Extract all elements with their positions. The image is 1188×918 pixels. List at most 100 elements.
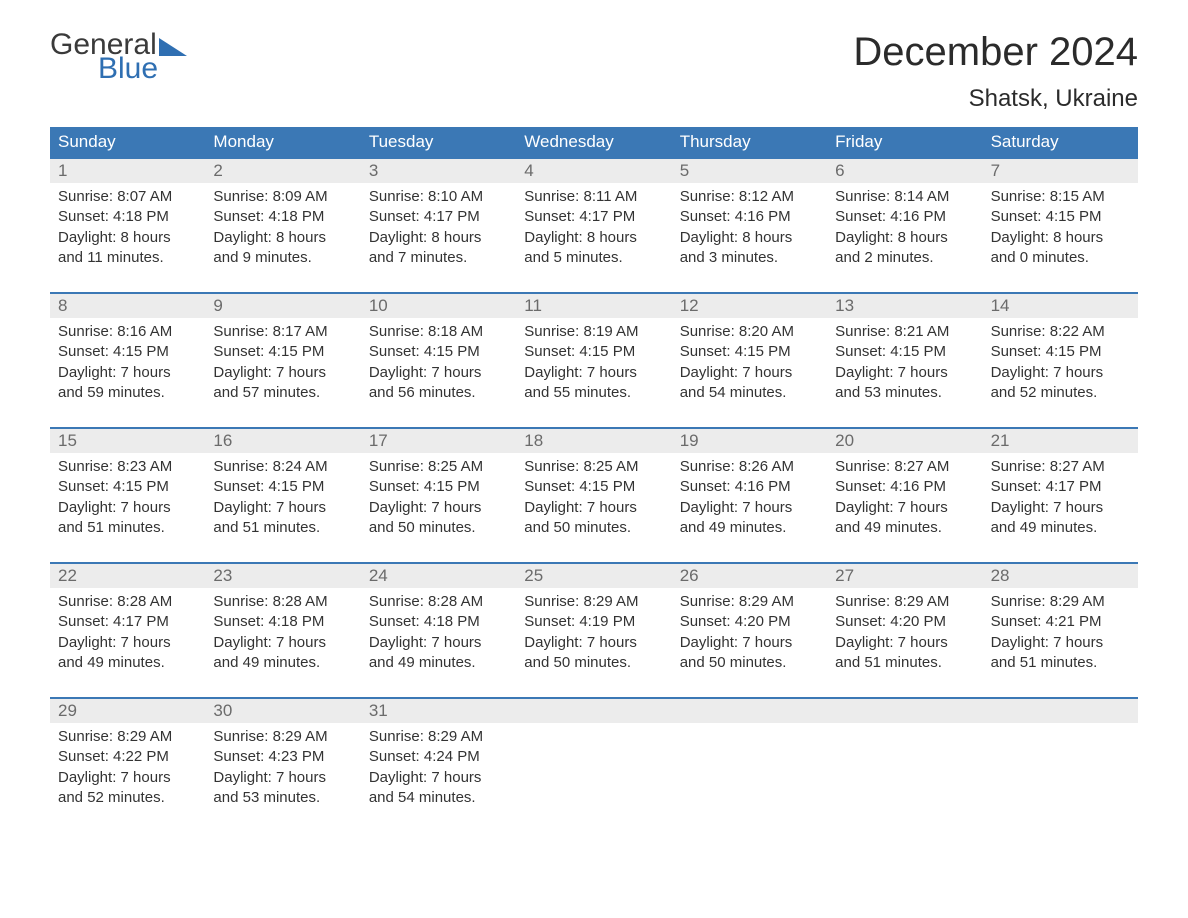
sunrise-label: Sunrise: (991, 458, 1046, 475)
sunrise-line: Sunrise: 8:28 AM (58, 592, 197, 612)
sunset-label: Sunset: (524, 343, 575, 360)
sunset-line: Sunset: 4:18 PM (58, 207, 197, 227)
daylight-line-2: and 49 minutes. (835, 518, 974, 538)
daylight-label: Daylight: (680, 364, 738, 381)
day-cell: Sunrise: 8:22 AMSunset: 4:15 PMDaylight:… (983, 318, 1138, 409)
sunrise-line: Sunrise: 8:12 AM (680, 187, 819, 207)
daylight-label: Daylight: (369, 364, 427, 381)
daylight-label: Daylight: (369, 499, 427, 516)
daylight-label: Daylight: (991, 499, 1049, 516)
sunrise-line: Sunrise: 8:11 AM (524, 187, 663, 207)
sunrise-line: Sunrise: 8:18 AM (369, 322, 508, 342)
sunrise-label: Sunrise: (835, 188, 890, 205)
weekday-header: Tuesday (361, 127, 516, 157)
title-block: December 2024 Shatsk, Ukraine (853, 30, 1138, 113)
sunrise-line: Sunrise: 8:21 AM (835, 322, 974, 342)
daylight-label: Daylight: (524, 229, 582, 246)
sunrise-label: Sunrise: (213, 458, 268, 475)
day-cell: Sunrise: 8:29 AMSunset: 4:21 PMDaylight:… (983, 588, 1138, 679)
sunrise-value: 8:12 AM (739, 188, 794, 205)
sunset-label: Sunset: (835, 613, 886, 630)
sunset-value: 4:16 PM (735, 478, 791, 495)
sunset-line: Sunset: 4:17 PM (991, 477, 1130, 497)
daylight-label: Daylight: (991, 634, 1049, 651)
sunrise-label: Sunrise: (58, 593, 113, 610)
sunrise-label: Sunrise: (835, 458, 890, 475)
daylight-label: Daylight: (58, 769, 116, 786)
daylight-label: Daylight: (213, 499, 271, 516)
day-number: 27 (827, 564, 982, 588)
daylight-label: Daylight: (213, 634, 271, 651)
sunrise-label: Sunrise: (991, 593, 1046, 610)
sunset-line: Sunset: 4:15 PM (524, 342, 663, 362)
sunset-value: 4:15 PM (424, 478, 480, 495)
sunrise-line: Sunrise: 8:22 AM (991, 322, 1130, 342)
calendar-week: 1234567Sunrise: 8:07 AMSunset: 4:18 PMDa… (50, 157, 1138, 274)
daylight-line-2: and 51 minutes. (58, 518, 197, 538)
daylight-line-2: and 0 minutes. (991, 248, 1130, 268)
day-number-row: 891011121314 (50, 294, 1138, 318)
sunrise-value: 8:25 AM (583, 458, 638, 475)
day-cell: Sunrise: 8:18 AMSunset: 4:15 PMDaylight:… (361, 318, 516, 409)
sunrise-line: Sunrise: 8:29 AM (58, 727, 197, 747)
daylight-hours: 7 hours (587, 364, 637, 381)
day-number: 15 (50, 429, 205, 453)
daylight-hours: 7 hours (431, 499, 481, 516)
day-number: 9 (205, 294, 360, 318)
sunset-label: Sunset: (835, 208, 886, 225)
day-cell: Sunrise: 8:15 AMSunset: 4:15 PMDaylight:… (983, 183, 1138, 274)
daylight-hours: 7 hours (1053, 499, 1103, 516)
daylight-line-1: Daylight: 8 hours (524, 228, 663, 248)
day-cell: Sunrise: 8:16 AMSunset: 4:15 PMDaylight:… (50, 318, 205, 409)
sunrise-label: Sunrise: (369, 728, 424, 745)
sunrise-value: 8:29 AM (739, 593, 794, 610)
daylight-line-2: and 51 minutes. (835, 653, 974, 673)
sunrise-value: 8:23 AM (117, 458, 172, 475)
sunset-label: Sunset: (835, 478, 886, 495)
sunrise-value: 8:24 AM (273, 458, 328, 475)
daylight-line-1: Daylight: 8 hours (213, 228, 352, 248)
day-cell: Sunrise: 8:29 AMSunset: 4:19 PMDaylight:… (516, 588, 671, 679)
sunset-label: Sunset: (213, 748, 264, 765)
day-number-row: 15161718192021 (50, 429, 1138, 453)
daylight-label: Daylight: (835, 229, 893, 246)
daylight-label: Daylight: (213, 229, 271, 246)
daylight-line-1: Daylight: 7 hours (835, 498, 974, 518)
sunrise-value: 8:19 AM (583, 323, 638, 340)
daylight-line-1: Daylight: 7 hours (369, 498, 508, 518)
sunset-label: Sunset: (58, 478, 109, 495)
sunrise-line: Sunrise: 8:29 AM (991, 592, 1130, 612)
sunrise-label: Sunrise: (213, 728, 268, 745)
sunrise-line: Sunrise: 8:28 AM (369, 592, 508, 612)
sunrise-value: 8:09 AM (273, 188, 328, 205)
day-cell: Sunrise: 8:29 AMSunset: 4:24 PMDaylight:… (361, 723, 516, 814)
daylight-line-2: and 53 minutes. (213, 788, 352, 808)
daylight-hours: 7 hours (276, 634, 326, 651)
day-cell: Sunrise: 8:19 AMSunset: 4:15 PMDaylight:… (516, 318, 671, 409)
sunrise-value: 8:26 AM (739, 458, 794, 475)
daylight-line-1: Daylight: 7 hours (991, 363, 1130, 383)
sunrise-label: Sunrise: (524, 593, 579, 610)
daylight-line-1: Daylight: 8 hours (58, 228, 197, 248)
day-number-row: 22232425262728 (50, 564, 1138, 588)
sunrise-label: Sunrise: (213, 323, 268, 340)
sunrise-line: Sunrise: 8:07 AM (58, 187, 197, 207)
day-cell: Sunrise: 8:20 AMSunset: 4:15 PMDaylight:… (672, 318, 827, 409)
daylight-hours: 7 hours (587, 634, 637, 651)
day-cell: Sunrise: 8:29 AMSunset: 4:20 PMDaylight:… (827, 588, 982, 679)
sunset-label: Sunset: (369, 343, 420, 360)
daylight-hours: 8 hours (276, 229, 326, 246)
sunrise-value: 8:29 AM (117, 728, 172, 745)
sunrise-label: Sunrise: (369, 188, 424, 205)
sunrise-value: 8:21 AM (894, 323, 949, 340)
daylight-label: Daylight: (991, 364, 1049, 381)
day-cell: Sunrise: 8:11 AMSunset: 4:17 PMDaylight:… (516, 183, 671, 274)
sunrise-line: Sunrise: 8:29 AM (524, 592, 663, 612)
sunrise-value: 8:29 AM (428, 728, 483, 745)
daylight-line-2: and 49 minutes. (213, 653, 352, 673)
day-cell: Sunrise: 8:27 AMSunset: 4:17 PMDaylight:… (983, 453, 1138, 544)
day-number: 28 (983, 564, 1138, 588)
daylight-line-2: and 50 minutes. (524, 653, 663, 673)
sunrise-label: Sunrise: (524, 188, 579, 205)
day-cell: Sunrise: 8:26 AMSunset: 4:16 PMDaylight:… (672, 453, 827, 544)
